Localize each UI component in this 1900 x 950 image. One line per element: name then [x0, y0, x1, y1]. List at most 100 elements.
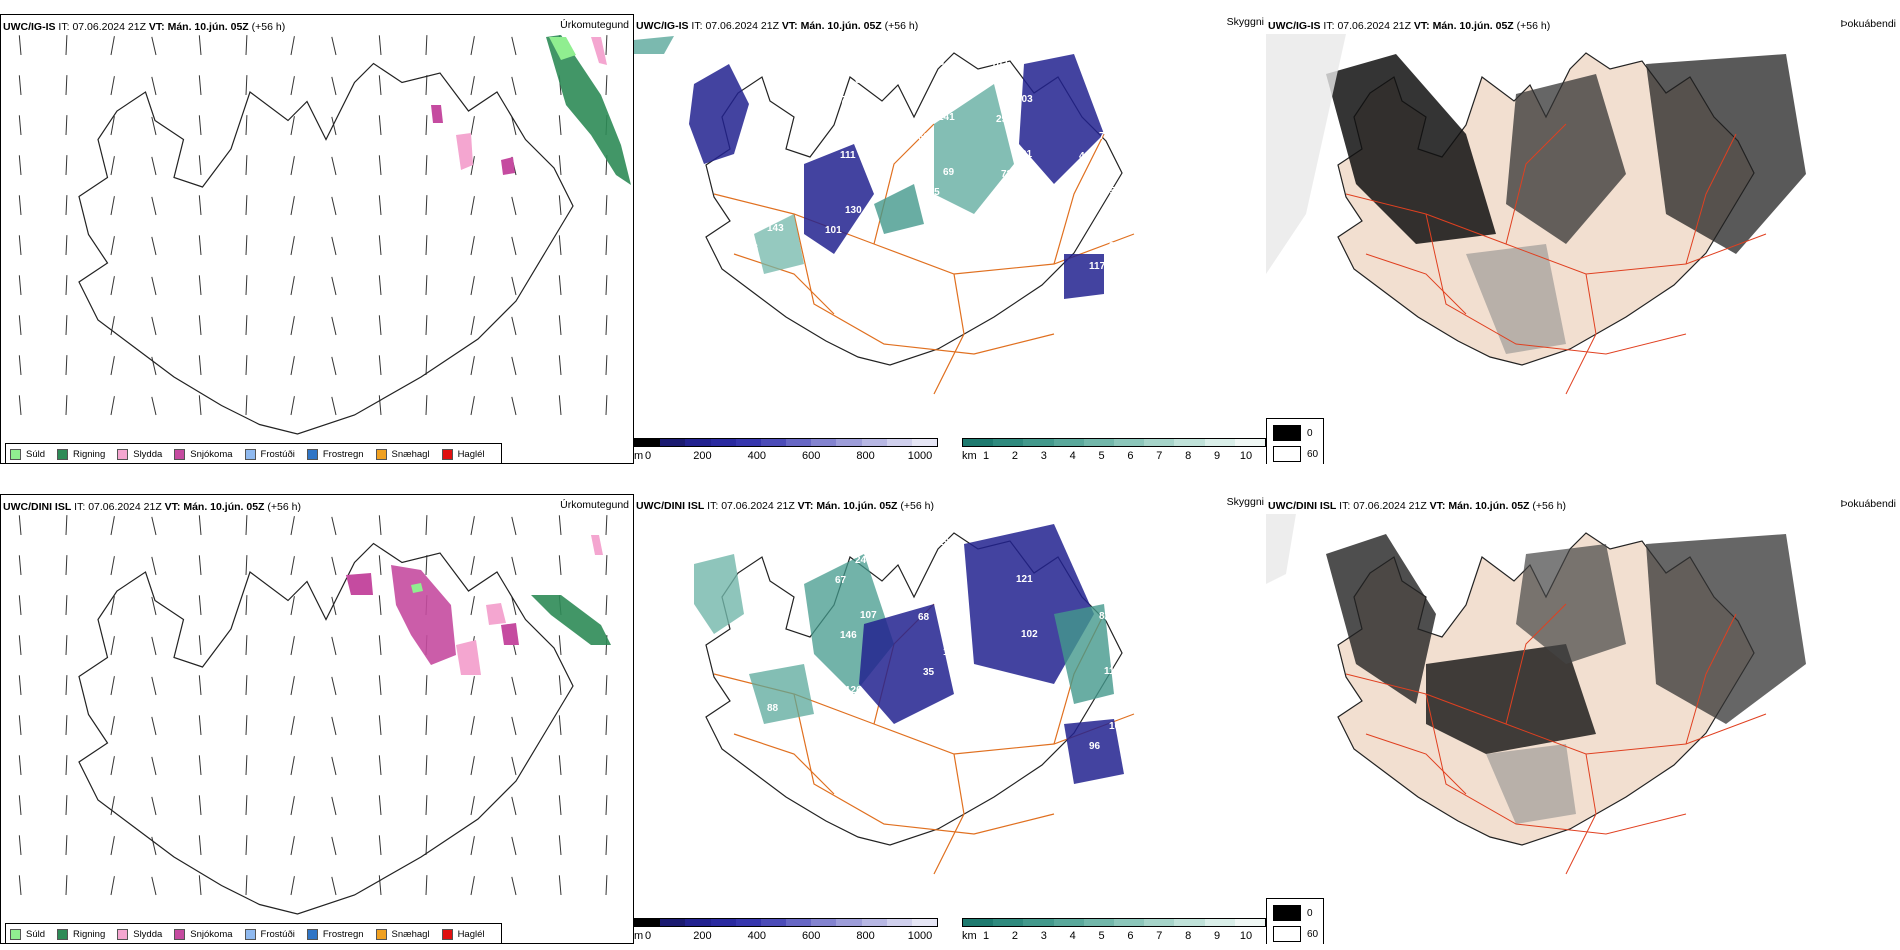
wind-barb [290, 716, 295, 736]
road [933, 273, 965, 395]
wind-barb [378, 115, 382, 136]
wind-barb [290, 156, 295, 176]
cloud-base-label: 73 [1094, 556, 1106, 567]
legend-item-frostudi: Frostúði [244, 448, 295, 460]
cloud-tick: 6 [1127, 450, 1134, 462]
legend-swatch [10, 928, 21, 940]
wind-barb [245, 75, 248, 96]
precip-areas [346, 535, 611, 675]
elevation-tick: 600 [802, 930, 821, 942]
wind-barb [470, 596, 475, 616]
legend-item-snjokoma: Snjókoma [174, 928, 233, 940]
wind-barb [605, 275, 608, 296]
cloud-base-label: 132 [1094, 76, 1111, 87]
wind-barb [245, 635, 248, 656]
wind-barb [18, 795, 22, 816]
wind-barb [245, 555, 248, 576]
road [1505, 603, 1567, 725]
wind-barb [198, 755, 202, 776]
legend-swatch [306, 448, 318, 460]
cloud-base-label: 146 [840, 630, 857, 641]
wind-barb [331, 636, 337, 656]
wind-barb [511, 596, 517, 616]
wind-barb [110, 796, 115, 816]
wind-barb [378, 275, 382, 296]
wind-barb [378, 355, 382, 376]
cloud-tick: 2 [1011, 930, 1018, 942]
panel-type-label: Þokuábendi [1840, 498, 1896, 510]
wind-barb [605, 35, 608, 56]
elevation-tick: 1000 [907, 450, 933, 462]
cloud-areas [634, 36, 1104, 299]
legend-swatch [375, 448, 387, 460]
cloud-base-label: 81 [1011, 759, 1023, 770]
cloud-base-label: 82 [1099, 611, 1111, 622]
wind-barb [470, 876, 475, 896]
cloud-base-label: 111 [840, 150, 856, 161]
wind-barb [65, 795, 68, 816]
wind-barb [331, 236, 337, 256]
wind-barb [558, 675, 562, 696]
cloud-base-label: 89 [757, 593, 769, 604]
wind-barb [605, 195, 608, 216]
fog-legend: 0 60 [1266, 418, 1324, 464]
cloud-ramp-cell [1204, 439, 1235, 446]
wind-barb [290, 36, 295, 56]
wind-barb [245, 875, 248, 896]
wind-barb [605, 835, 608, 856]
wind-barb [245, 115, 248, 136]
wind-barb [331, 676, 337, 696]
wind-barb [605, 555, 608, 576]
cloud-base-label: 141 [938, 112, 955, 123]
wind-barb [378, 75, 382, 96]
wind-barb [18, 195, 22, 216]
wind-barb [65, 155, 68, 176]
wind-barb [198, 275, 202, 296]
legend-item-frostregn: Frostregn [306, 928, 364, 940]
wind-barb [65, 355, 68, 376]
wind-barb [290, 116, 295, 136]
wind-barb [470, 196, 475, 216]
wind-barb [378, 715, 382, 736]
panel-header: UWC/IG-IS IT: 07.06.2024 21Z VT: Mán. 10… [3, 21, 286, 33]
wind-barb [110, 596, 115, 616]
wind-barb [198, 635, 202, 656]
wind-barb [151, 396, 157, 416]
road [1365, 733, 1467, 795]
wind-barb [151, 236, 157, 256]
wind-barb [558, 795, 562, 816]
legend-item-snjokoma: Snjókoma [174, 448, 233, 460]
cloud-tick: 10 [1239, 930, 1253, 942]
wind-barb [470, 316, 475, 336]
wind-barb [110, 116, 115, 136]
elevation-unit: m [634, 930, 644, 942]
elevation-tick: 800 [856, 450, 875, 462]
wind-barb [425, 835, 428, 856]
cloud-base-label: 24 [855, 555, 867, 566]
wind-barb [110, 876, 115, 896]
cloud-base-label: 73 [933, 57, 945, 68]
wind-barb [511, 196, 517, 216]
wind-barb [290, 676, 295, 696]
wind-barb [245, 675, 248, 696]
wind-barb [378, 795, 382, 816]
wind-barb [151, 756, 157, 776]
wind-barb [18, 715, 22, 736]
wind-barb [245, 315, 248, 336]
elevation-ticks: 0 200 400 600 800 1000 [645, 930, 938, 944]
elevation-tick: 200 [693, 930, 712, 942]
elevation-colorbar: m 0 200 400 600 800 1000 [634, 438, 944, 464]
legend-item-rigning: Rigning [57, 448, 105, 460]
wind-barb [425, 515, 428, 536]
cloud-base-label: 88 [767, 703, 779, 714]
wind-barb [511, 756, 517, 776]
fog-areas [1266, 514, 1806, 824]
wind-barb [245, 395, 248, 416]
wind-barb [605, 235, 608, 256]
cloud-base-label: 141 [777, 573, 794, 584]
legend-swatch [10, 448, 21, 460]
wind-barb [331, 76, 337, 96]
legend-item-snaehagl: Snæhagl [375, 928, 430, 940]
elevation-ramp-cell [660, 439, 686, 446]
wind-barb [511, 716, 517, 736]
